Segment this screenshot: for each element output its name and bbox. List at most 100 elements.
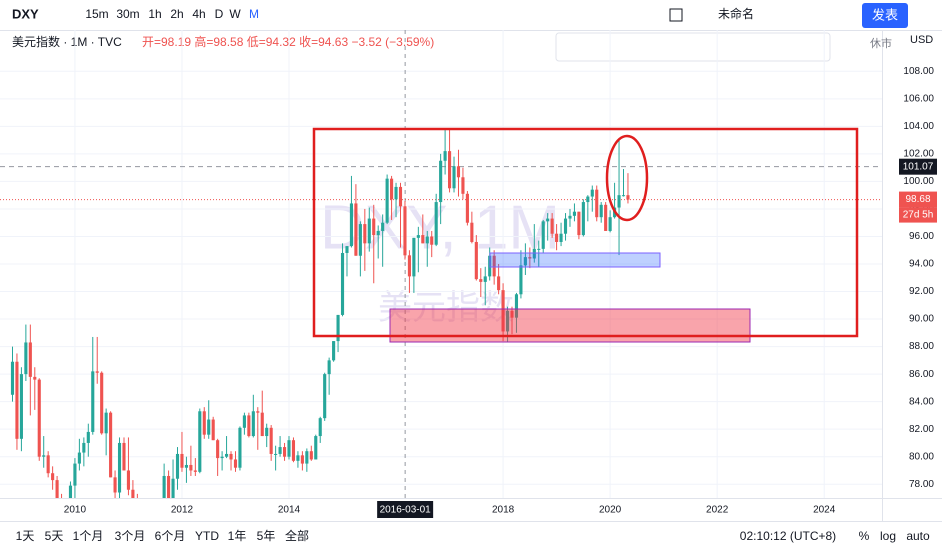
candle-body xyxy=(193,470,197,472)
zone-box xyxy=(489,252,661,268)
y-tick-label: 96.00 xyxy=(909,231,934,242)
candle-body xyxy=(577,211,581,236)
candle-body xyxy=(51,473,55,481)
range-button[interactable]: 1天 xyxy=(16,529,35,543)
interval-button[interactable]: M xyxy=(249,7,259,21)
drawing-toolbar xyxy=(555,32,831,62)
watermark-name: 美元指数 xyxy=(378,289,514,327)
candle-body xyxy=(434,202,438,245)
candle-body xyxy=(358,224,362,256)
candle-body xyxy=(202,411,206,435)
layout-name[interactable]: 未命名 xyxy=(718,6,754,21)
legend-ohlc: 开=98.19 高=98.58 低=94.32 收=94.63 −3.52 (−… xyxy=(142,34,434,49)
candle-body xyxy=(91,371,95,432)
range-button[interactable]: 1年 xyxy=(228,529,247,543)
publish-button[interactable] xyxy=(862,3,908,28)
log-toggle[interactable]: log xyxy=(880,529,896,543)
candle-body xyxy=(572,211,577,216)
candle-body xyxy=(42,455,46,457)
range-button[interactable]: 5年 xyxy=(257,529,276,543)
candle-body xyxy=(390,178,394,200)
candle-body xyxy=(247,415,251,437)
candle-body xyxy=(189,464,193,471)
candle-body xyxy=(532,248,536,259)
publish-label[interactable]: 发表 xyxy=(872,7,898,22)
range-button[interactable]: 5天 xyxy=(45,529,64,543)
candle-body xyxy=(621,195,626,197)
x-tick-label: 2022 xyxy=(706,505,729,516)
candle-body xyxy=(77,452,81,464)
candle-body xyxy=(278,447,282,454)
y-tick-label: 86.00 xyxy=(909,369,934,380)
candle-body xyxy=(479,279,483,282)
candle-body xyxy=(550,218,554,234)
range-button[interactable]: 3个月 xyxy=(115,529,146,543)
candle-body xyxy=(599,204,603,218)
candle-body xyxy=(608,217,612,231)
interval-button[interactable]: W xyxy=(229,7,241,21)
candle-body xyxy=(180,453,184,468)
candle-body xyxy=(336,314,340,342)
interval-button[interactable]: 15m xyxy=(85,7,108,21)
candle-body xyxy=(251,411,255,437)
candle-body xyxy=(100,372,104,434)
percent-toggle[interactable]: % xyxy=(859,529,870,543)
candle-body xyxy=(626,195,630,200)
candle-body xyxy=(563,218,568,234)
range-button[interactable]: 全部 xyxy=(285,528,309,543)
x-tick-label: 2012 xyxy=(171,505,194,516)
legend-name: 美元指数 · 1M · TVC xyxy=(12,34,122,49)
interval-button[interactable]: 4h xyxy=(192,7,205,21)
candle-body xyxy=(136,499,139,511)
interval-button[interactable]: 1h xyxy=(148,7,161,21)
candle-body xyxy=(385,178,389,223)
checkbox[interactable] xyxy=(669,8,683,22)
candle-body xyxy=(233,459,238,468)
candle-body xyxy=(175,453,180,479)
interval-button[interactable]: 30m xyxy=(116,7,139,21)
candle-body xyxy=(586,196,590,203)
candle-body xyxy=(211,419,215,441)
candle-body xyxy=(617,195,621,208)
candle-body xyxy=(28,342,32,377)
candle-body xyxy=(109,412,113,478)
x-tick-label: 2020 xyxy=(599,505,622,516)
candle-body xyxy=(461,177,465,194)
candle-body xyxy=(220,456,224,459)
highlight-ellipse xyxy=(605,134,649,222)
price-label: 101.07 xyxy=(903,161,934,172)
interval-button[interactable]: D xyxy=(215,7,224,21)
candle-body xyxy=(403,206,407,256)
candle-body xyxy=(10,361,15,395)
symbol[interactable]: DXY xyxy=(12,6,39,21)
y-tick-label: 100.00 xyxy=(903,176,934,187)
candle-body xyxy=(229,453,233,460)
candle-body xyxy=(407,255,411,277)
candle-body xyxy=(167,475,171,498)
range-button[interactable]: 6个月 xyxy=(155,529,186,543)
x-tick-label: 2014 xyxy=(278,505,301,516)
candle-body xyxy=(113,477,117,493)
candle-body xyxy=(568,215,572,219)
price-label: 98.68 xyxy=(905,194,930,205)
candle-body xyxy=(394,186,398,200)
y-tick-label: 78.00 xyxy=(909,479,934,490)
candle-body xyxy=(60,504,63,507)
range-button[interactable]: 1个月 xyxy=(73,529,104,543)
candle-body xyxy=(332,341,336,361)
candle-body xyxy=(269,427,273,454)
candle-body xyxy=(318,418,322,437)
y-tick-label: 94.00 xyxy=(909,259,934,270)
auto-toggle[interactable]: auto xyxy=(906,529,930,543)
interval-button[interactable]: 2h xyxy=(170,7,183,21)
candle-body xyxy=(492,255,496,277)
candle-body xyxy=(483,276,487,282)
range-button[interactable]: YTD xyxy=(195,529,219,543)
candle-body xyxy=(421,235,425,244)
candle-body xyxy=(55,480,59,498)
candle-body xyxy=(456,166,461,178)
candle-body xyxy=(519,265,523,295)
candle-body xyxy=(86,431,90,443)
candle-body xyxy=(363,224,367,244)
